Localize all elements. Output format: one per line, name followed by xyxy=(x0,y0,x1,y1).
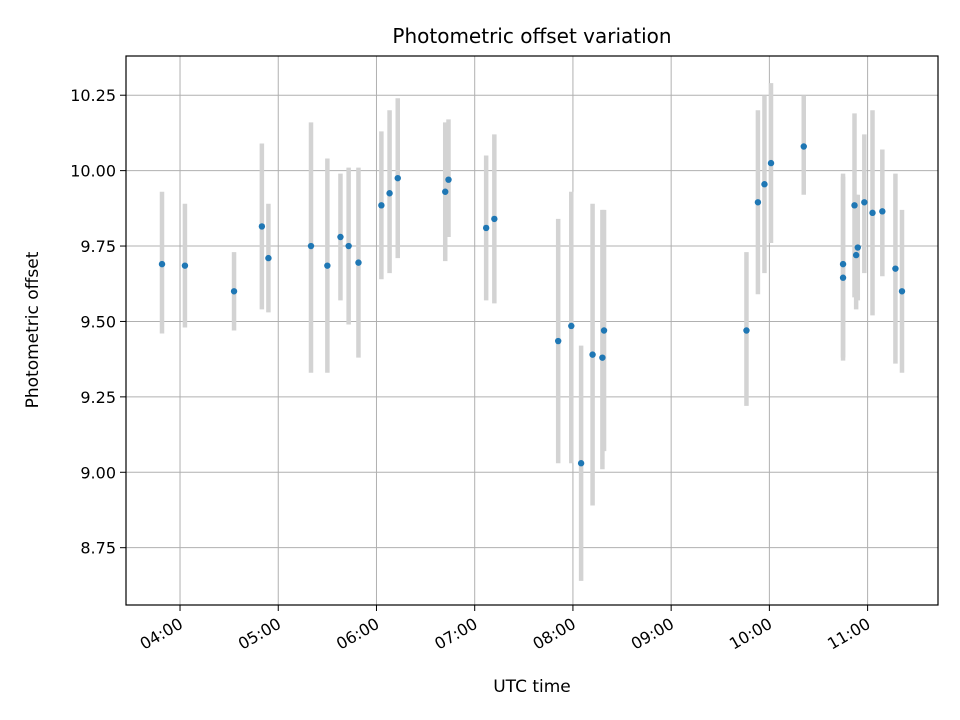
data-points xyxy=(158,143,906,467)
data-point xyxy=(230,288,238,295)
y-tick-label: 10.25 xyxy=(70,86,116,105)
data-point xyxy=(445,176,452,183)
data-point xyxy=(258,223,266,230)
data-point xyxy=(181,262,189,269)
data-point xyxy=(491,215,498,223)
data-point xyxy=(554,337,562,345)
data-point xyxy=(898,288,906,295)
data-point xyxy=(355,259,362,266)
data-point xyxy=(307,242,315,250)
y-tick-label: 9.25 xyxy=(80,388,116,407)
data-point xyxy=(767,159,775,167)
y-tick-label: 9.00 xyxy=(80,463,116,482)
y-axis-label: Photometric offset xyxy=(23,251,43,408)
y-axis-ticks: 8.75 9.00 9.25 9.50 9.75 10.00 10.25 xyxy=(70,86,126,558)
data-point xyxy=(265,254,272,262)
data-point xyxy=(892,265,899,272)
data-point xyxy=(337,233,344,241)
data-point xyxy=(158,260,166,268)
data-point xyxy=(761,181,768,188)
y-tick-label: 9.75 xyxy=(80,237,116,256)
data-point xyxy=(324,262,331,269)
data-point xyxy=(442,188,449,195)
plot-frame xyxy=(125,55,939,606)
data-point xyxy=(482,224,490,232)
data-point xyxy=(600,327,608,334)
data-point xyxy=(852,251,860,259)
data-point xyxy=(754,199,762,206)
data-point xyxy=(568,322,575,330)
y-tick-label: 10.00 xyxy=(70,162,116,181)
data-point xyxy=(869,209,876,217)
data-point xyxy=(800,143,807,150)
data-point xyxy=(345,242,352,250)
x-axis-label: UTC time xyxy=(493,677,571,697)
data-point xyxy=(743,327,750,334)
data-point xyxy=(839,274,847,281)
data-point xyxy=(854,244,861,251)
data-point xyxy=(861,199,868,206)
data-point xyxy=(839,260,847,268)
y-tick-label: 8.75 xyxy=(80,539,116,558)
data-point xyxy=(386,190,393,197)
data-point xyxy=(378,202,385,209)
data-point xyxy=(851,202,858,209)
data-point xyxy=(577,460,585,467)
chart-title: Photometric offset variation xyxy=(392,24,671,48)
y-tick-label: 9.50 xyxy=(80,312,116,331)
data-point xyxy=(394,174,401,182)
data-point xyxy=(879,208,886,215)
data-point xyxy=(589,351,596,358)
data-point xyxy=(599,354,606,361)
